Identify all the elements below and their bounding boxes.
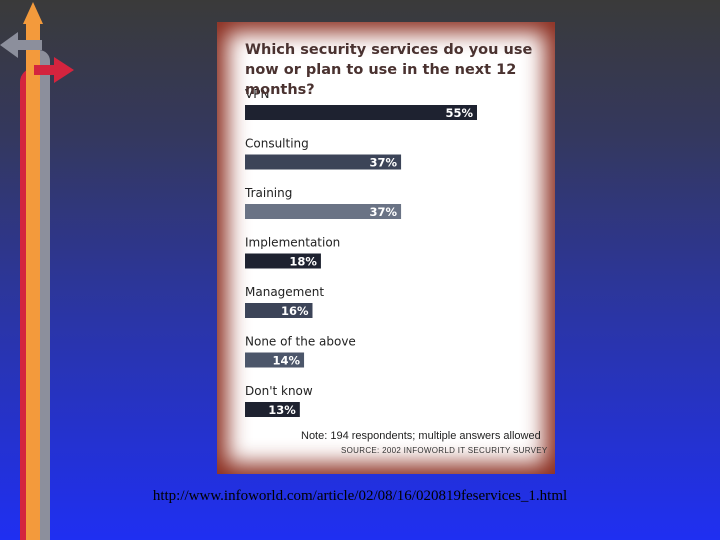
value-label: 55% (445, 106, 473, 120)
value-label: 37% (370, 205, 398, 219)
arrow-left-icon (0, 32, 18, 58)
chart-source: SOURCE: 2002 INFOWORLD IT SECURITY SURVE… (341, 446, 548, 455)
arrow-left-shaft (14, 40, 42, 50)
decorative-orange-bar (26, 18, 40, 540)
value-label: 14% (273, 354, 301, 368)
arrow-up-icon (23, 2, 43, 24)
source-url-link[interactable]: http://www.infoworld.com/article/02/08/1… (152, 488, 568, 504)
chart-note: Note: 194 respondents; multiple answers … (301, 430, 541, 442)
arrow-right-icon (54, 57, 74, 83)
value-label: 16% (281, 304, 309, 318)
category-label: None of the above (245, 335, 356, 349)
bar (245, 105, 477, 120)
bar (245, 253, 321, 269)
value-label: 13% (268, 403, 296, 417)
category-label: Implementation (245, 236, 340, 250)
category-label: Management (245, 285, 324, 299)
value-label: 18% (289, 255, 317, 269)
chart-card: VPN 55% Consulting 37% Training 37% Implementa… (217, 22, 555, 474)
value-label: 37% (370, 156, 398, 170)
bar (245, 402, 300, 417)
category-label: Training (244, 186, 292, 200)
arrow-right-shaft (34, 65, 58, 75)
bar (245, 303, 313, 318)
category-label: Don't know (245, 384, 313, 398)
bar (245, 204, 402, 219)
bar (245, 352, 305, 368)
category-label: Consulting (245, 137, 309, 151)
bar-chart: VPN 55% Consulting 37% Training 37% Implementa… (244, 87, 477, 417)
chart-title: Which security services do you use now o… (245, 42, 533, 98)
bar (245, 154, 402, 170)
category-label: VPN (245, 87, 269, 101)
